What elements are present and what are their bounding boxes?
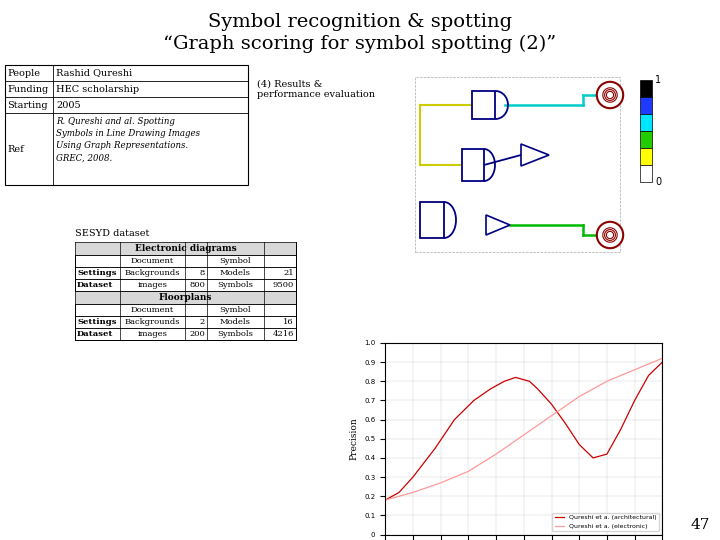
FancyBboxPatch shape (462, 149, 484, 181)
Text: Models: Models (220, 269, 251, 277)
Text: HEC scholarship: HEC scholarship (56, 84, 139, 93)
Qureshi et a. (architectural) (547, 401, 556, 408)
Text: Dataset: Dataset (77, 281, 113, 289)
Y-axis label: Precision: Precision (350, 417, 359, 460)
Text: 47: 47 (690, 518, 710, 532)
Text: 21: 21 (284, 269, 294, 277)
Bar (75, 242, 296, 340)
Text: Symbol: Symbol (220, 257, 251, 265)
Text: SESYD dataset: SESYD dataset (75, 229, 149, 238)
Text: Models: Models (220, 318, 251, 326)
Text: Document: Document (131, 257, 174, 265)
Bar (5, 65, 248, 185)
Text: 200: 200 (189, 330, 205, 338)
Qureshi et a. (architectural) (500, 378, 509, 384)
Qureshi et a. (architectural) (631, 397, 639, 404)
Polygon shape (521, 144, 549, 166)
Text: Starting: Starting (7, 100, 48, 110)
Bar (640, 97, 652, 114)
Text: Rashid Qureshi: Rashid Qureshi (56, 69, 132, 78)
Qureshi et a. (architectural) (644, 372, 653, 379)
Polygon shape (486, 215, 510, 235)
Qureshi et a. (architectural) (589, 455, 598, 461)
Qureshi et a. (electronic) (409, 489, 418, 496)
Text: 16: 16 (284, 318, 294, 326)
Qureshi et a. (architectural) (603, 451, 611, 457)
Text: 9500: 9500 (273, 281, 294, 289)
Text: 2005: 2005 (56, 100, 81, 110)
Text: 2: 2 (199, 318, 205, 326)
Qureshi et a. (architectural) (395, 489, 403, 496)
Text: Symbols: Symbols (217, 330, 253, 338)
Qureshi et a. (electronic) (436, 480, 445, 486)
Bar (640, 80, 652, 97)
Text: Document: Document (131, 306, 174, 314)
Qureshi et a. (electronic) (547, 413, 556, 419)
Text: images: images (138, 281, 168, 289)
Qureshi et a. (architectural) (409, 474, 418, 481)
Bar (640, 165, 652, 182)
Qureshi et a. (architectural) (381, 497, 390, 503)
Text: 800: 800 (189, 281, 205, 289)
Text: Electronic diagrams: Electronic diagrams (135, 244, 236, 253)
Bar (640, 114, 652, 131)
Text: 1: 1 (655, 75, 661, 85)
Qureshi et a. (architectural) (561, 420, 570, 427)
Qureshi et a. (electronic) (464, 468, 473, 475)
Text: Dataset: Dataset (77, 330, 113, 338)
Text: Floorplans: Floorplans (159, 293, 212, 302)
Text: Symbols: Symbols (217, 281, 253, 289)
Line: Qureshi et a. (electronic): Qureshi et a. (electronic) (385, 358, 662, 500)
Text: 4216: 4216 (273, 330, 294, 338)
Qureshi et a. (architectural) (450, 416, 459, 423)
Bar (640, 148, 652, 165)
Qureshi et a. (architectural) (525, 378, 534, 384)
Text: R. Qureshi and al. Spotting
Symbols in Line Drawing Images
Using Graph Represent: R. Qureshi and al. Spotting Symbols in L… (56, 117, 200, 163)
Text: Ref: Ref (7, 145, 24, 153)
Ellipse shape (597, 222, 624, 248)
Qureshi et a. (electronic) (381, 497, 390, 503)
Qureshi et a. (electronic) (492, 451, 500, 457)
Qureshi et a. (electronic) (658, 355, 667, 361)
Ellipse shape (597, 82, 624, 108)
Text: 0: 0 (655, 177, 661, 187)
Bar (640, 131, 652, 148)
Text: (4) Results &
performance evaluation: (4) Results & performance evaluation (257, 80, 375, 99)
Text: Backgrounds: Backgrounds (125, 318, 180, 326)
FancyBboxPatch shape (420, 202, 444, 238)
Qureshi et a. (architectural) (658, 359, 667, 365)
Text: People: People (7, 69, 40, 78)
Text: Funding: Funding (7, 84, 48, 93)
Qureshi et a. (architectural) (511, 374, 520, 381)
Line: Qureshi et a. (architectural): Qureshi et a. (architectural) (385, 362, 662, 500)
Text: Symbol recognition & spotting: Symbol recognition & spotting (208, 13, 512, 31)
Qureshi et a. (architectural) (469, 397, 478, 404)
Text: 8: 8 (199, 269, 205, 277)
Text: “Graph scoring for symbol spotting (2)”: “Graph scoring for symbol spotting (2)” (163, 35, 557, 53)
Text: Settings: Settings (77, 269, 117, 277)
Qureshi et a. (architectural) (616, 426, 625, 433)
FancyBboxPatch shape (472, 91, 495, 119)
Text: Symbol: Symbol (220, 306, 251, 314)
Qureshi et a. (architectural) (534, 386, 542, 392)
Qureshi et a. (architectural) (486, 386, 495, 392)
Text: Backgrounds: Backgrounds (125, 269, 180, 277)
Qureshi et a. (architectural) (575, 441, 583, 448)
Qureshi et a. (electronic) (519, 431, 528, 438)
Qureshi et a. (electronic) (603, 378, 611, 384)
Bar (75, 291, 296, 304)
Text: Settings: Settings (77, 318, 117, 326)
Qureshi et a. (architectural) (431, 445, 439, 451)
Bar (75, 242, 296, 255)
Qureshi et a. (electronic) (575, 393, 583, 400)
Bar (415, 77, 620, 252)
Qureshi et a. (electronic) (631, 367, 639, 373)
Legend: Qureshi et a. (architectural), Qureshi et a. (electronic): Qureshi et a. (architectural), Qureshi e… (552, 512, 660, 531)
Text: images: images (138, 330, 168, 338)
